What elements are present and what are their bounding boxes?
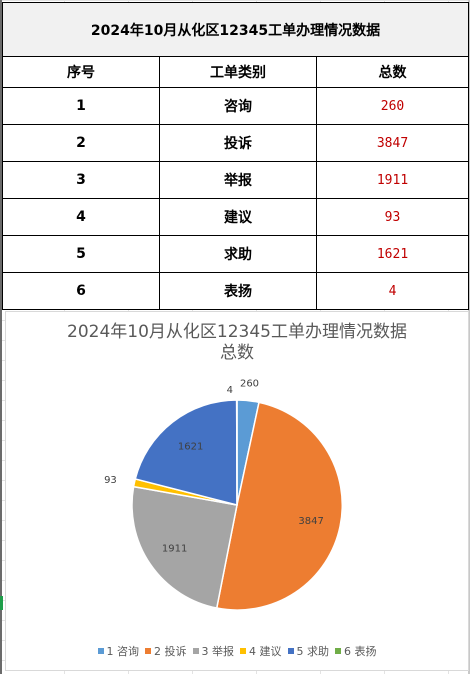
data-label-report: 1911 [162, 544, 187, 555]
window-left-border [0, 0, 2, 674]
legend-item-praise[interactable]: 6 表扬 [335, 643, 377, 659]
legend-swatch [287, 648, 294, 654]
legend-swatch [240, 648, 246, 654]
cell-seq[interactable]: 3 [2, 161, 160, 199]
data-label-help: 1621 [178, 441, 203, 452]
chart-title: 2024年10月从化区12345工单办理情况数据 [67, 322, 407, 342]
pie-slice-complaint[interactable] [215, 401, 344, 611]
legend-label: 3 举报 [201, 645, 235, 658]
table-row: 4 建议 93 [2, 198, 469, 236]
cell-total[interactable]: 93 [316, 198, 469, 236]
header-total[interactable]: 总数 [316, 56, 469, 88]
legend-swatch [192, 648, 199, 654]
cell-total[interactable]: 3847 [316, 124, 469, 162]
table-title[interactable]: 2024年10月从化区12345工单办理情况数据 [2, 2, 469, 57]
cell-category[interactable]: 投诉 [159, 124, 317, 162]
work-order-table: 2024年10月从化区12345工单办理情况数据 序号 工单类别 总数 1 咨询… [2, 2, 469, 310]
legend-label: 6 表扬 [344, 645, 377, 658]
legend-item-help[interactable]: 5 求助 [287, 643, 330, 659]
legend-item-suggestion[interactable]: 4 建议 [240, 643, 282, 659]
legend-swatch [335, 648, 341, 654]
table-row: 6 表扬 4 [2, 272, 469, 310]
cell-category[interactable]: 举报 [159, 161, 317, 199]
cell-total[interactable]: 4 [316, 272, 469, 310]
data-label-praise: 4 [227, 385, 233, 396]
cell-total[interactable]: 260 [316, 87, 469, 125]
legend-item-consult[interactable]: 1 咨询 [97, 643, 140, 659]
legend-item-report[interactable]: 3 举报 [192, 643, 235, 659]
legend-item-complaint[interactable]: 2 投诉 [145, 643, 187, 659]
pie-chart: 260 3847 1911 93 1621 4 [104, 379, 344, 611]
data-label-suggestion: 93 [104, 475, 117, 486]
cell-total[interactable]: 1911 [316, 161, 469, 199]
table-row: 2 投诉 3847 [2, 124, 469, 162]
chart-legend: 1 咨询 2 投诉 3 举报 4 建议 5 求助 6 表扬 [6, 643, 468, 659]
legend-label: 5 求助 [296, 645, 330, 658]
table-row: 1 咨询 260 [2, 87, 469, 125]
cell-seq[interactable]: 1 [2, 87, 160, 125]
table-row: 3 举报 1911 [2, 161, 469, 199]
table-row: 5 求助 1621 [2, 235, 469, 273]
table-header-row: 序号 工单类别 总数 [2, 56, 469, 88]
legend-swatch [145, 648, 151, 654]
legend-label: 2 投诉 [154, 645, 187, 658]
data-label-consult: 260 [240, 379, 259, 390]
chart-title-block: 2024年10月从化区12345工单办理情况数据 总数 [6, 322, 468, 364]
legend-label: 1 咨询 [106, 645, 140, 658]
legend-label: 4 建议 [249, 645, 282, 658]
cell-seq[interactable]: 2 [2, 124, 160, 162]
cell-seq[interactable]: 4 [2, 198, 160, 236]
pie-chart-object[interactable]: 2024年10月从化区12345工单办理情况数据 总数 260 3847 1911 9… [5, 311, 469, 671]
cell-category[interactable]: 求助 [159, 235, 317, 273]
cell-total[interactable]: 1621 [316, 235, 469, 273]
pie-slice-help[interactable] [134, 399, 238, 506]
cell-category[interactable]: 建议 [159, 198, 317, 236]
cell-seq[interactable]: 5 [2, 235, 160, 273]
header-category[interactable]: 工单类别 [159, 56, 317, 88]
chart-subtitle: 总数 [220, 343, 254, 363]
legend-swatch [97, 648, 104, 654]
cell-seq[interactable]: 6 [2, 272, 160, 310]
pie-slice-report[interactable] [131, 485, 238, 609]
row-selection-marker [0, 596, 3, 610]
header-seq[interactable]: 序号 [2, 56, 160, 88]
cell-category[interactable]: 表扬 [159, 272, 317, 310]
table-title-row: 2024年10月从化区12345工单办理情况数据 [2, 2, 469, 57]
data-label-complaint: 3847 [298, 516, 323, 527]
window-right-border [468, 0, 470, 674]
cell-category[interactable]: 咨询 [159, 87, 317, 125]
